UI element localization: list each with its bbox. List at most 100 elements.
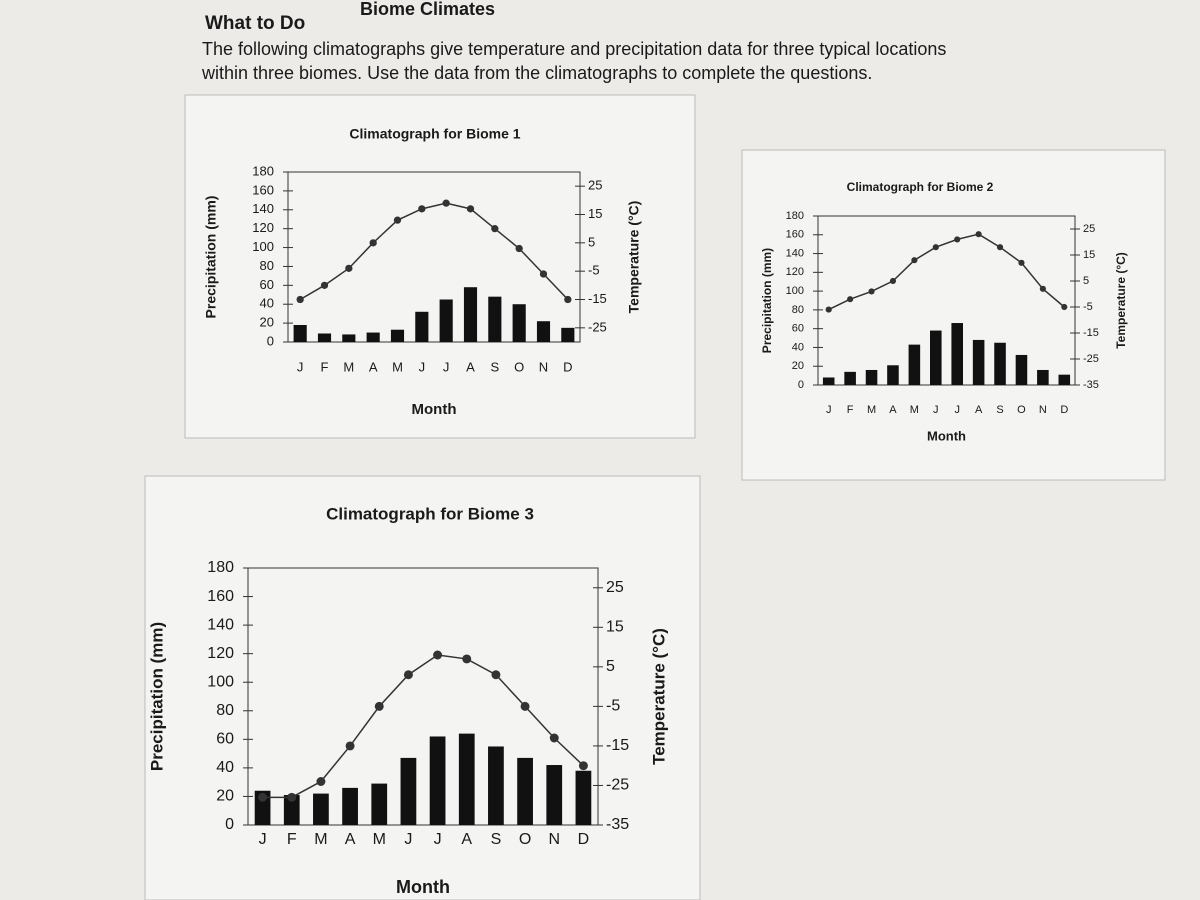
y-tick-label: 120 (207, 645, 234, 662)
bar (1058, 374, 1071, 385)
y2-tick-label: 15 (606, 619, 624, 636)
bar (463, 287, 478, 342)
x-tick-label: M (910, 404, 919, 416)
y-tick-label: 40 (216, 759, 234, 776)
x-tick-label: J (434, 831, 442, 848)
y2-tick-label: -5 (1083, 301, 1093, 313)
y-tick-label: 80 (260, 258, 274, 273)
x-tick-label: A (889, 404, 897, 416)
page-title: Biome Climates (360, 0, 495, 19)
x-tick-label: M (392, 359, 403, 374)
bar (317, 333, 332, 342)
x-tick-label: J (259, 831, 267, 848)
x-tick-label: F (321, 359, 329, 374)
x-tick-label: J (443, 359, 450, 374)
temperature-point (549, 733, 559, 743)
x-tick-label: O (514, 359, 524, 374)
x-tick-label: S (490, 359, 499, 374)
chart-panel (184, 94, 696, 439)
y-axis-title: Precipitation (mm) (203, 196, 219, 319)
temperature-point (975, 231, 982, 238)
y-tick-label: 140 (252, 201, 274, 216)
bar (366, 332, 380, 342)
y-axis-title: Precipitation (mm) (760, 248, 774, 353)
temperature-point (462, 654, 472, 664)
instruction-line: within three biomes. Use the data from t… (201, 63, 872, 83)
x-tick-label: J (954, 404, 960, 416)
temperature-point (374, 701, 384, 711)
chart-panel (741, 149, 1166, 481)
y-tick-label: 120 (252, 220, 274, 235)
y2-axis-title: Temperature (°C) (649, 628, 668, 765)
y2-tick-label: 25 (1083, 223, 1095, 235)
bar (293, 325, 307, 342)
y-tick-label: 0 (225, 816, 234, 833)
bar (512, 304, 526, 342)
x-tick-label: D (578, 831, 590, 848)
y2-axis-title: Temperature (°C) (626, 201, 642, 314)
y2-axis-title: Temperature (°C) (1114, 252, 1128, 349)
temperature-point (393, 216, 402, 224)
y2-tick-label: 25 (588, 178, 602, 193)
chart-title: Climatograph for Biome 3 (326, 504, 534, 523)
x-axis-title: Month (412, 401, 457, 418)
temperature-point (578, 761, 588, 771)
bar (371, 783, 388, 825)
temperature-point (316, 777, 326, 786)
y-tick-label: 60 (216, 731, 234, 748)
temperature-point (296, 295, 304, 304)
temperature-line (299, 202, 569, 301)
temperature-point (889, 277, 897, 285)
bar (400, 757, 417, 825)
y-tick-label: 120 (786, 266, 804, 278)
temperature-point (345, 264, 353, 272)
x-tick-label: A (461, 831, 472, 848)
y2-tick-label: -25 (1083, 353, 1099, 365)
x-tick-label: M (314, 831, 327, 848)
bar (908, 344, 921, 385)
chart-title: Climatograph for Biome 1 (349, 126, 520, 142)
y2-tick-label: 5 (1083, 275, 1089, 287)
plot-area (817, 215, 1076, 386)
x-tick-label: A (369, 359, 378, 374)
temperature-point (433, 650, 443, 660)
y2-tick-label: -5 (588, 263, 600, 278)
y-tick-label: 40 (260, 296, 274, 311)
bar (930, 330, 942, 385)
x-tick-label: M (373, 831, 386, 848)
bar (283, 795, 300, 825)
x-tick-label: F (287, 831, 297, 848)
y2-tick-label: -25 (588, 319, 607, 334)
x-tick-label: N (548, 831, 560, 848)
bar (1037, 369, 1049, 385)
temperature-point (491, 225, 499, 233)
x-tick-label: J (297, 359, 304, 374)
bar (575, 770, 592, 825)
bar (458, 733, 475, 825)
x-tick-label: J (404, 831, 412, 848)
chart-title: Climatograph for Biome 2 (847, 180, 994, 194)
y2-tick-label: 5 (588, 234, 595, 249)
plot-area (247, 567, 599, 826)
plot-area (287, 171, 581, 343)
bar (342, 787, 358, 825)
temperature-line (262, 654, 584, 799)
bar (822, 377, 835, 385)
y2-tick-label: 15 (588, 206, 602, 221)
temperature-point (320, 281, 329, 289)
y-tick-label: 160 (207, 588, 234, 605)
bar (561, 327, 575, 342)
y2-tick-label: -25 (606, 777, 629, 794)
y2-tick-label: 15 (1083, 249, 1095, 261)
x-tick-label: S (996, 404, 1003, 416)
bar (390, 329, 405, 342)
temperature-point (287, 792, 297, 802)
temperature-point (515, 244, 523, 253)
temperature-point (825, 306, 832, 313)
bar (439, 299, 453, 342)
bar (517, 757, 533, 825)
y2-tick-label: 5 (606, 658, 615, 675)
y-tick-label: 100 (207, 673, 234, 690)
bar (1015, 354, 1028, 385)
